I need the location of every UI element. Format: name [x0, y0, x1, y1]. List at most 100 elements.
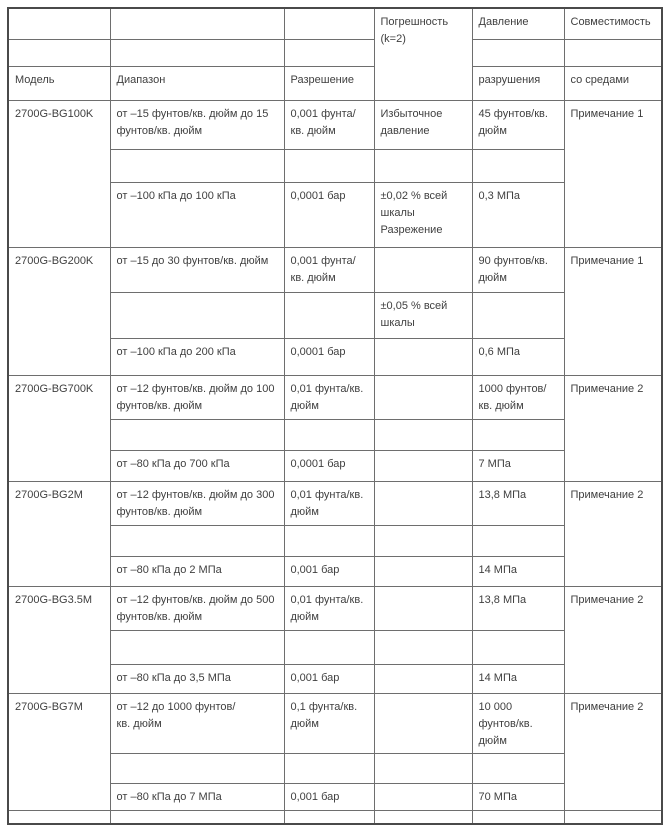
cell-model: 2700G-BG700K	[7, 374, 111, 482]
cell-range	[109, 629, 285, 665]
cell-range	[109, 418, 285, 451]
cell-accuracy	[373, 449, 473, 482]
cell-note: Примечание 2	[563, 374, 663, 482]
cell-burst	[471, 291, 565, 339]
cell-range: от –15 фунтов/кв. дюйм до 15 фунтов/кв. …	[109, 99, 285, 150]
cell-accuracy	[373, 524, 473, 557]
cell-burst: 10 000 фунтов/кв. дюйм	[471, 692, 565, 754]
cell-accuracy	[373, 629, 473, 665]
cell-accuracy	[373, 374, 473, 420]
cell-accuracy	[373, 148, 473, 183]
cell-burst: 14 МПа	[471, 663, 565, 694]
cell-resolution: 0,001 фунта/ кв. дюйм	[283, 99, 375, 150]
header-empty	[471, 38, 565, 67]
cell-accuracy	[373, 752, 473, 784]
cell-burst: 1000 фунтов/ кв. дюйм	[471, 374, 565, 420]
table-row	[8, 418, 662, 451]
cell-range	[109, 524, 285, 557]
cell-model: 2700G-BG2M	[7, 480, 111, 587]
cell-resolution: 0,001 бар	[283, 782, 375, 811]
header-resolution-empty	[283, 7, 375, 40]
cell-burst: 0,3 МПа	[471, 181, 565, 248]
table-row: от –80 кПа до 7 МПа 0,001 бар 70 МПа	[8, 782, 662, 811]
cell-resolution: 0,001 фунта/ кв. дюйм	[283, 246, 375, 293]
cell-burst	[471, 752, 565, 784]
table-row: 2700G-BG700K от –12 фунтов/кв. дюйм до 1…	[7, 374, 663, 482]
cell-resolution: 0,01 фунта/кв. дюйм	[283, 374, 375, 420]
header-empty	[7, 38, 111, 67]
cell-resolution: 0,0001 бар	[283, 181, 375, 248]
cell-burst: 90 фунтов/кв. дюйм	[471, 246, 565, 293]
cell-accuracy	[373, 692, 473, 754]
cell-resolution	[283, 809, 375, 825]
cell-model: 2700G-BG7M	[7, 692, 111, 811]
cell-range	[109, 148, 285, 183]
cell-range	[109, 809, 285, 825]
cell-accuracy	[373, 246, 473, 293]
cell-accuracy: ±0,02 % всей шкалы Разрежение	[373, 181, 473, 248]
cell-accuracy	[373, 663, 473, 694]
cell-burst: 14 МПа	[471, 555, 565, 587]
cell-accuracy	[373, 585, 473, 631]
cell-resolution: 0,0001 бар	[283, 337, 375, 376]
cell-burst	[471, 809, 565, 825]
header-range-empty	[109, 7, 285, 40]
cell-burst	[471, 418, 565, 451]
cell-note: Примечание 1	[563, 99, 663, 248]
cell-range	[109, 752, 285, 784]
cell-note: Примечание 2	[563, 692, 663, 811]
header-pressure-bottom: разрушения	[471, 65, 565, 101]
table-row: от –80 кПа до 3,5 МПа 0,001 бар 14 МПа	[8, 663, 662, 694]
cell-note	[563, 809, 663, 825]
header-row-2	[7, 38, 663, 67]
spec-table: Погрешность (k=2) Давление Совместимость…	[7, 7, 663, 825]
cell-range: от –12 фунтов/кв. дюйм до 500 фунтов/кв.…	[109, 585, 285, 631]
cell-resolution: 0,0001 бар	[283, 449, 375, 482]
table-row: от –100 кПа до 200 кПа 0,0001 бар 0,6 МП…	[8, 337, 662, 376]
table-row: 2700G-BG100K от –15 фунтов/кв. дюйм до 1…	[7, 99, 663, 248]
cell-resolution: 0,1 фунта/кв. дюйм	[283, 692, 375, 754]
cell-resolution	[283, 629, 375, 665]
cell-resolution	[283, 418, 375, 451]
table-row: от –80 кПа до 2 МПа 0,001 бар 14 МПа	[8, 555, 662, 587]
cell-burst	[471, 524, 565, 557]
header-model: Модель	[7, 65, 111, 101]
cell-burst: 13,8 МПа	[471, 480, 565, 526]
table-row	[8, 524, 662, 557]
cell-range: от –12 фунтов/кв. дюйм до 300 фунтов/кв.…	[109, 480, 285, 526]
cell-range: от –15 до 30 фунтов/кв. дюйм	[109, 246, 285, 293]
cell-accuracy: Избыточное давление	[373, 99, 473, 150]
cell-burst: 0,6 МПа	[471, 337, 565, 376]
cell-range: от –100 кПа до 200 кПа	[109, 337, 285, 376]
table-row-partial	[7, 809, 663, 825]
table-row: 2700G-BG3.5M от –12 фунтов/кв. дюйм до 5…	[7, 585, 663, 694]
cell-resolution	[283, 291, 375, 339]
cell-range: от –80 кПа до 700 кПа	[109, 449, 285, 482]
cell-resolution: 0,01 фунта/кв. дюйм	[283, 585, 375, 631]
cell-note: Примечание 2	[563, 585, 663, 694]
cell-burst: 7 МПа	[471, 449, 565, 482]
cell-accuracy	[373, 809, 473, 825]
header-accuracy: Погрешность (k=2)	[373, 7, 473, 101]
header-empty	[283, 38, 375, 67]
header-row-3: Модель Диапазон Разрешение разрушения со…	[7, 65, 663, 101]
cell-resolution	[283, 148, 375, 183]
cell-accuracy: ±0,05 % всей шкалы	[373, 291, 473, 339]
cell-burst	[471, 629, 565, 665]
cell-range: от –12 фунтов/кв. дюйм до 100 фунтов/кв.…	[109, 374, 285, 420]
cell-model: 2700G-BG200K	[7, 246, 111, 376]
table-row: 2700G-BG2M от –12 фунтов/кв. дюйм до 300…	[7, 480, 663, 587]
table-row: 2700G-BG7M от –12 до 1000 фунтов/ кв. дю…	[7, 692, 663, 811]
header-resolution: Разрешение	[283, 65, 375, 101]
cell-accuracy	[373, 782, 473, 811]
header-row-1: Погрешность (k=2) Давление Совместимость	[7, 7, 663, 101]
cell-resolution: 0,001 бар	[283, 663, 375, 694]
cell-resolution	[283, 524, 375, 557]
cell-range: от –80 кПа до 2 МПа	[109, 555, 285, 587]
table-row: ±0,05 % всей шкалы	[8, 291, 662, 339]
cell-note: Примечание 2	[563, 480, 663, 587]
header-model-empty	[7, 7, 111, 40]
cell-range: от –100 кПа до 100 кПа	[109, 181, 285, 248]
cell-burst	[471, 148, 565, 183]
